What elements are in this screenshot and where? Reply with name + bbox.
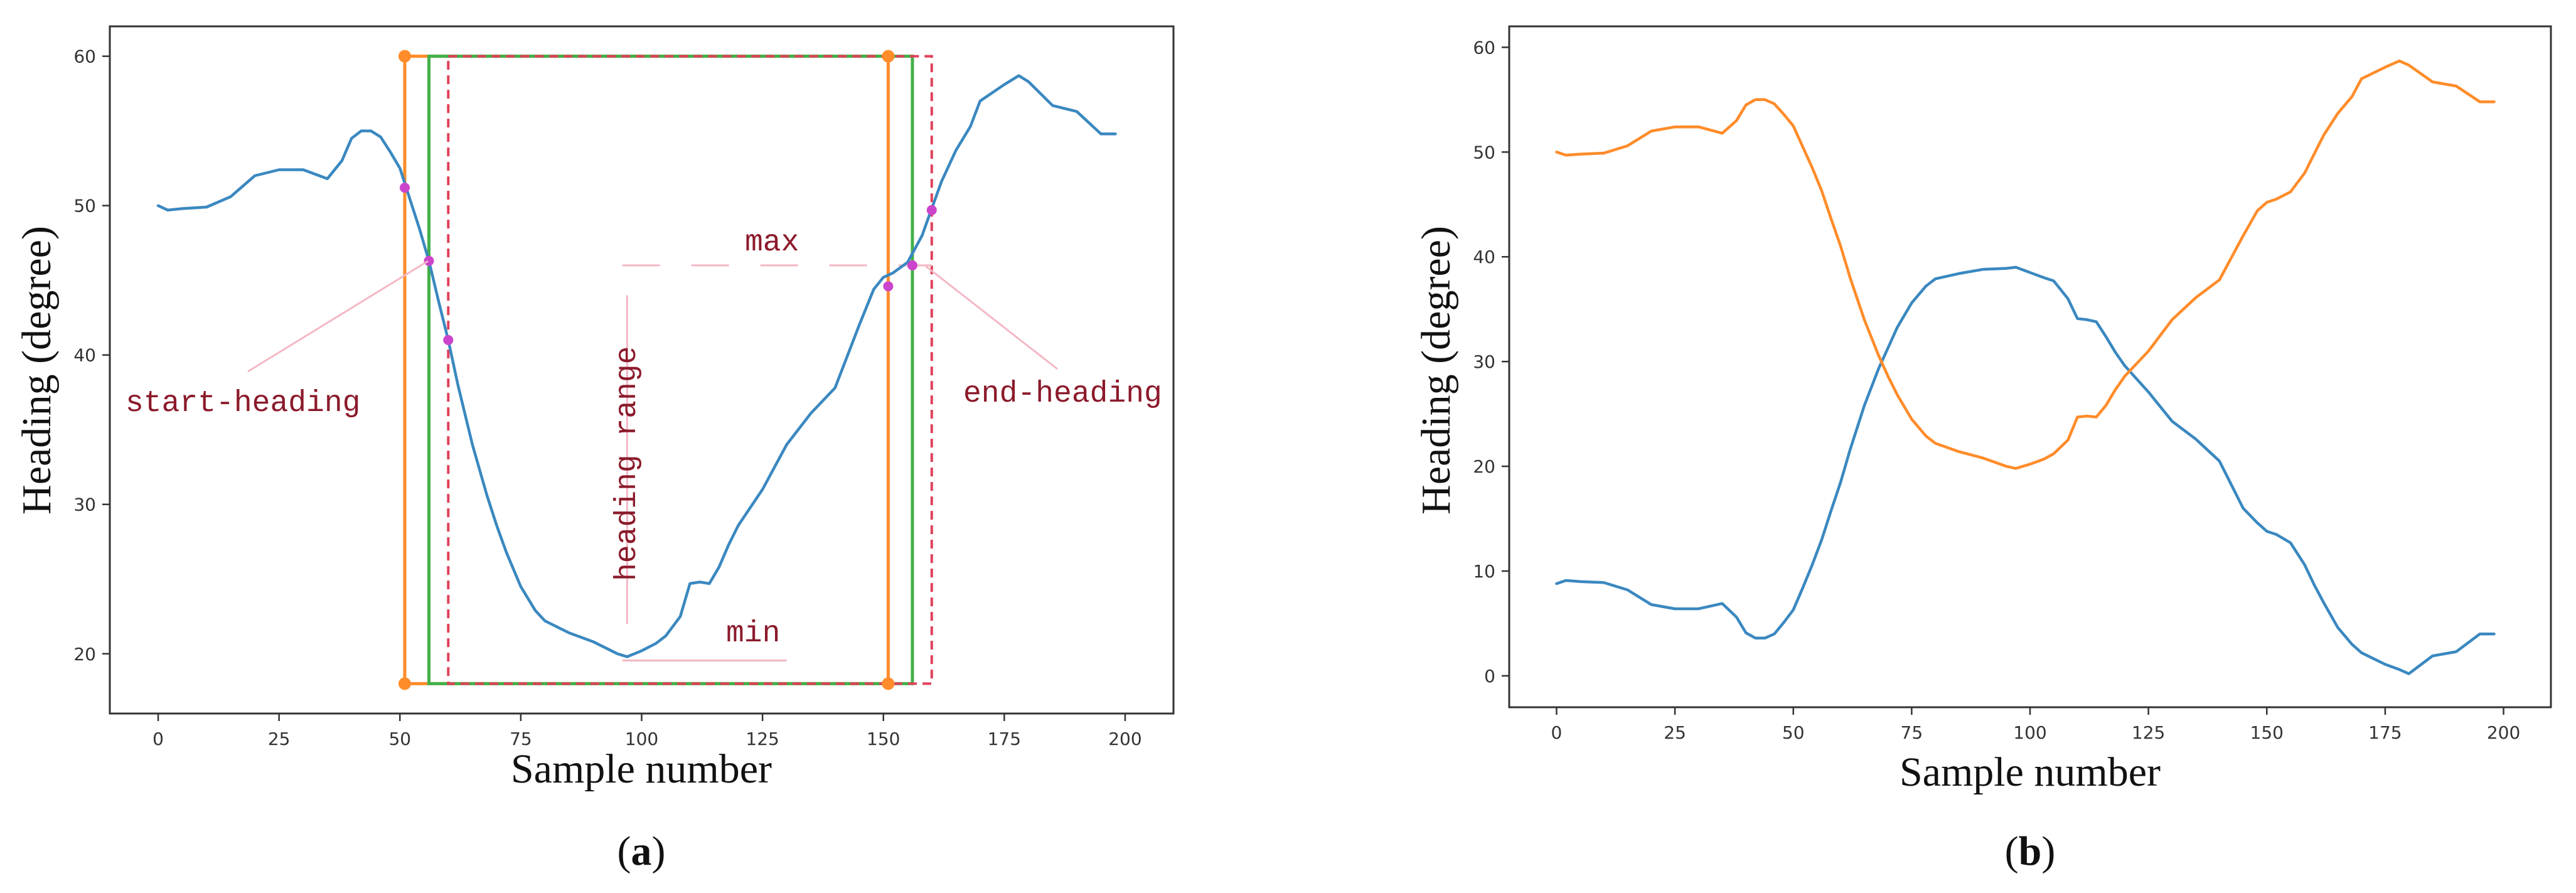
series-b: [1555, 59, 2496, 675]
min-annotation: min: [726, 617, 780, 651]
x-tick-label: 175: [2368, 722, 2402, 743]
y-tick-label: 30: [1473, 351, 1495, 372]
y-tick-label: 30: [73, 495, 96, 515]
marker-point: [398, 677, 411, 690]
plot-area-a: [109, 25, 1175, 715]
windows-a: [403, 55, 933, 685]
y-tick-label: 60: [73, 46, 96, 67]
x-tick-label: 125: [2132, 722, 2165, 743]
y-tick-label: 40: [1473, 247, 1495, 267]
end-heading-annotation: end-heading: [963, 377, 1162, 411]
marker-point: [398, 50, 411, 63]
plot-area-b: [1508, 25, 2552, 709]
x-tick-label: 25: [268, 729, 291, 749]
end-heading-leader: [925, 265, 1058, 370]
start-heading-leader: [247, 260, 429, 373]
x-tick-label: 25: [1664, 722, 1686, 743]
heading-range-annotation: heading range: [611, 346, 644, 581]
start-heading-annotation: start-heading: [126, 387, 360, 420]
chart-panel-b: 0 25 50 75 100 125 150 175 200 0 10 20 30 40 50 60 Samp…: [1413, 25, 2552, 874]
y-tick-label: 10: [1473, 561, 1495, 582]
marker-point: [926, 205, 937, 215]
x-tick-label: 50: [1782, 722, 1805, 743]
series-line-orange: [1555, 59, 2496, 470]
x-tick-label: 150: [867, 729, 900, 749]
x-tick-label: 200: [2487, 722, 2520, 743]
x-tick-label: 0: [152, 729, 164, 749]
ticks-a: 0 25 50 75 100 125 150 175 200 20 30 40 50 60: [73, 46, 1141, 749]
marker-point: [424, 255, 434, 266]
ticks-b: 0 25 50 75 100 125 150 175 200 0 10 20 30 40 50 60: [1473, 37, 2520, 743]
x-tick-label: 50: [388, 729, 411, 749]
series-line-blue: [1555, 265, 2496, 675]
red-window: [447, 55, 933, 685]
y-axis-label-a: Heading (degree): [14, 226, 60, 515]
y-axis-label-b: Heading (degree): [1413, 226, 1459, 515]
y-tick-label: 50: [1473, 142, 1495, 163]
x-tick-label: 75: [1901, 722, 1923, 743]
panel-label-a: (a): [617, 828, 666, 874]
y-tick-label: 40: [73, 345, 96, 366]
panel-label-b: (b): [2005, 828, 2056, 874]
y-tick-label: 60: [1473, 37, 1495, 58]
y-tick-label: 20: [73, 644, 96, 665]
y-tick-label: 50: [73, 196, 96, 217]
max-annotation: max: [745, 226, 799, 260]
series-a: [156, 74, 1117, 658]
x-tick-label: 200: [1108, 729, 1141, 749]
x-tick-label: 0: [1551, 722, 1563, 743]
x-tick-label: 75: [510, 729, 532, 749]
y-tick-label: 20: [1473, 456, 1495, 477]
series-line-heading: [156, 74, 1117, 658]
x-tick-label: 100: [2013, 722, 2046, 743]
x-axis-label-a: Sample number: [511, 746, 772, 792]
x-tick-label: 125: [746, 729, 779, 749]
marker-point: [883, 281, 894, 292]
chart-panel-a: 0 25 50 75 100 125 150 175 200 20 30 40 50 60 start-h…: [14, 25, 1175, 874]
guide-lines-a: [622, 264, 932, 662]
marker-point: [399, 183, 410, 193]
x-tick-label: 150: [2250, 722, 2284, 743]
marker-point: [882, 677, 895, 690]
y-tick-label: 0: [1484, 666, 1495, 687]
marker-point: [443, 334, 454, 345]
markers-a: [398, 50, 937, 690]
x-tick-label: 100: [625, 729, 658, 749]
marker-point: [907, 260, 917, 270]
x-axis-label-b: Sample number: [1900, 749, 2161, 795]
x-tick-label: 175: [988, 729, 1021, 749]
marker-point: [882, 50, 895, 63]
